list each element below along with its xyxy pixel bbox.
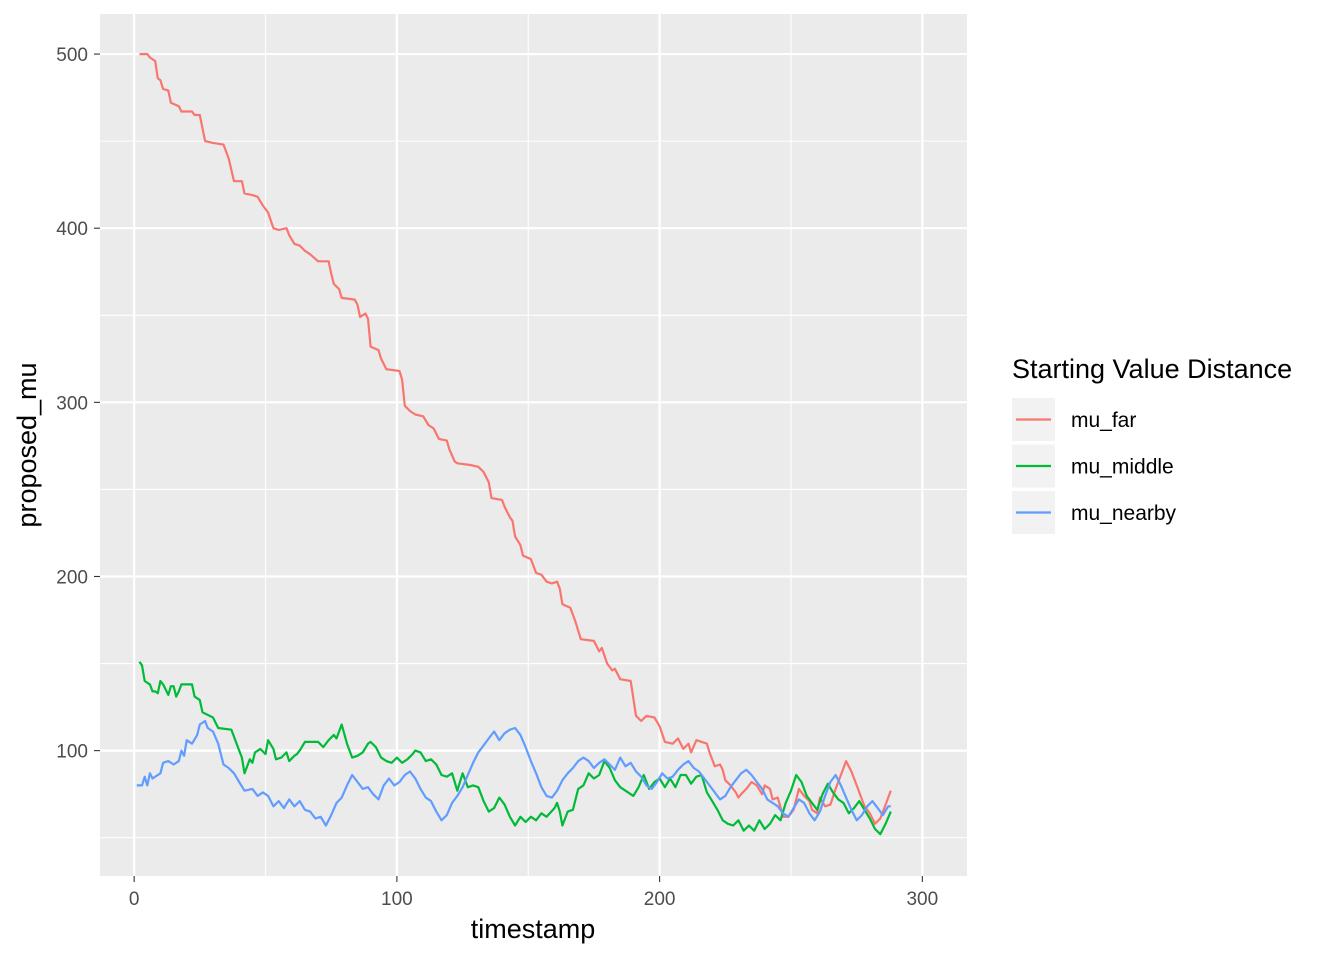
series-line-mu_far <box>139 53 892 825</box>
series-line-mu_nearby <box>136 719 891 827</box>
series-lines <box>136 53 892 836</box>
legend: Starting Value Distance mu_farmu_middlem… <box>1012 354 1292 534</box>
x-tick-label: 300 <box>906 889 938 910</box>
legend-label: mu_nearby <box>1071 502 1177 525</box>
major-gridlines <box>100 14 967 876</box>
y-axis: 100 200 300 400 500 <box>56 45 100 763</box>
x-axis: 0 100 200 300 <box>129 876 938 910</box>
legend-items: mu_far mu_middle mu_nearby <box>1012 398 1177 534</box>
legend-label: mu_far <box>1071 409 1136 432</box>
y-tick-label: 400 <box>56 219 88 240</box>
y-tick-label: 200 <box>56 567 88 588</box>
minor-gridlines <box>100 14 967 876</box>
y-tick-label: 300 <box>56 393 88 414</box>
legend-item-mu_middle: mu_middle <box>1012 444 1174 488</box>
y-tick-label: 500 <box>56 45 88 66</box>
legend-label: mu_middle <box>1071 456 1174 479</box>
plot-panel <box>100 14 967 876</box>
legend-title: Starting Value Distance <box>1012 354 1292 384</box>
legend-item-mu_nearby: mu_nearby <box>1012 491 1177 534</box>
legend-item-mu_far: mu_far <box>1012 398 1136 441</box>
series-line-mu_middle <box>138 661 892 836</box>
y-tick-label: 100 <box>56 742 88 763</box>
x-axis-title: timestamp <box>471 914 596 944</box>
x-tick-label: 0 <box>129 889 140 910</box>
y-axis-title: proposed_mu <box>12 362 42 527</box>
x-tick-label: 200 <box>644 889 676 910</box>
x-tick-label: 100 <box>381 889 413 910</box>
